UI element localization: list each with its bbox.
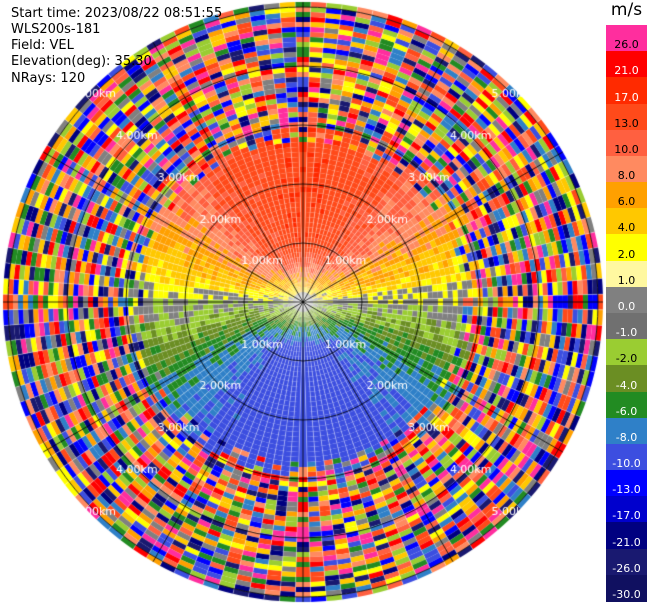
colorbar-label: -17.0 [612, 509, 641, 523]
colorbar-label: -21.0 [612, 535, 641, 549]
colorbar-label: 17.0 [614, 90, 639, 104]
colorbar-swatch [606, 391, 647, 419]
colorbar-label: -4.0 [615, 378, 638, 392]
colorbar-swatch [606, 129, 647, 157]
colorbar-label: 0.0 [617, 300, 636, 313]
colorbar-label: -6.0 [615, 404, 638, 418]
colorbar-swatch [606, 548, 647, 576]
colorbar: 26.0 21.0 17.0 13.0 10.0 8.0 6.0 4.0 2.0 1.0 0.0 -1… [606, 25, 647, 602]
colorbar-swatch [606, 313, 647, 340]
colorbar-label: 26.0 [614, 38, 639, 52]
colorbar-label: 4.0 [617, 221, 636, 235]
colorbar-unit: m/s [610, 0, 643, 20]
colorbar-swatch [606, 103, 647, 131]
colorbar-label: 13.0 [614, 116, 639, 130]
colorbar-label: -30.0 [612, 588, 641, 601]
colorbar-swatch [606, 77, 647, 105]
colorbar-label: -10.0 [612, 457, 641, 471]
colorbar-label: 6.0 [617, 195, 636, 209]
colorbar-swatch [606, 339, 647, 367]
colorbar-label: 1.0 [617, 273, 636, 287]
colorbar-swatch [606, 286, 647, 314]
nrays-label: NRays: 120 [11, 71, 86, 86]
colorbar-swatch [606, 260, 647, 288]
field-label: Field: VEL [11, 38, 74, 53]
colorbar-label: -1.0 [615, 326, 638, 340]
colorbar-label: -26.0 [612, 561, 641, 575]
colorbar-label: -13.0 [612, 483, 641, 497]
colorbar-swatch [606, 155, 647, 183]
colorbar-swatch [606, 522, 647, 550]
colorbar-swatch [606, 51, 647, 79]
colorbar-label: 2.0 [617, 247, 636, 261]
colorbar-swatch [606, 182, 647, 210]
colorbar-swatch [606, 496, 647, 524]
colorbar-swatch [606, 208, 647, 236]
colorbar-label: -8.0 [615, 430, 638, 444]
colorbar-swatch [606, 25, 647, 52]
colorbar-swatch [606, 365, 647, 393]
instrument-label: WLS200s-181 [11, 22, 101, 37]
colorbar-swatch [606, 443, 647, 471]
colorbar-label: 8.0 [617, 169, 636, 183]
colorbar-swatch [606, 470, 647, 498]
colorbar-swatch [606, 234, 647, 262]
colorbar-swatch [606, 574, 647, 602]
colorbar-label: 21.0 [614, 64, 639, 78]
colorbar-label: 10.0 [614, 142, 639, 156]
elevation-label: Elevation(deg): 35.30 [11, 54, 152, 69]
start-time-label: Start time: 2023/08/22 08:51:55 [11, 6, 223, 21]
colorbar-swatch [606, 417, 647, 445]
colorbar-label: -2.0 [615, 352, 638, 366]
